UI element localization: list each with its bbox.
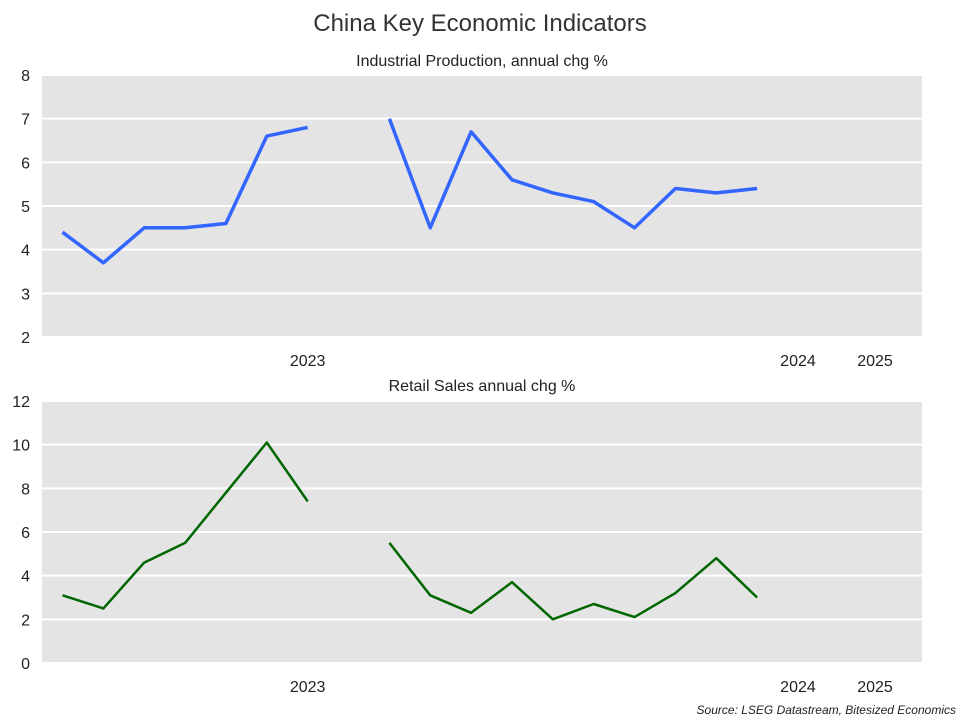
industrial-production-series — [61, 118, 758, 265]
y-tick-label: 4 — [21, 569, 30, 586]
y-tick-label: 3 — [21, 286, 30, 303]
y-tick-label: 0 — [21, 656, 30, 673]
retail-sales-title: Retail Sales annual chg % — [389, 378, 576, 395]
y-tick-label: 6 — [21, 525, 30, 542]
y-tick-label: 2 — [21, 330, 30, 347]
y-axis-tick-labels: 2 3 4 5 6 7 8 — [21, 68, 30, 347]
x-tick-label: 2023 — [290, 353, 326, 370]
x-tick-label: 2024 — [780, 679, 816, 696]
retail-sales-panel: Retail Sales annual chg % 0 2 4 6 8 10 12 2023… — [12, 378, 922, 696]
y-gridlines — [42, 74, 922, 338]
y-gridlines — [42, 400, 922, 664]
x-tick-label: 2023 — [290, 679, 326, 696]
y-tick-label: 6 — [21, 155, 30, 172]
chart-title: China Key Economic Indicators — [313, 10, 647, 37]
y-tick-label: 2 — [21, 612, 30, 629]
industrial-production-title: Industrial Production, annual chg % — [356, 53, 608, 70]
x-tick-label: 2024 — [780, 353, 816, 370]
x-tick-label: 2025 — [857, 679, 893, 696]
series-line-segment — [388, 542, 758, 621]
y-tick-label: 8 — [21, 481, 30, 498]
industrial-production-panel: Industrial Production, annual chg % 2 3 4 5… — [21, 53, 922, 370]
y-tick-label: 7 — [21, 112, 30, 129]
x-axis-tick-labels: 2023 2024 2025 — [290, 679, 893, 696]
series-line-segment — [61, 125, 309, 265]
y-tick-label: 12 — [12, 394, 30, 411]
series-line-segment — [387, 118, 758, 230]
y-tick-label: 8 — [21, 68, 30, 85]
y-tick-label: 5 — [21, 199, 30, 216]
y-tick-label: 10 — [12, 438, 30, 455]
x-axis-tick-labels: 2023 2024 2025 — [290, 353, 893, 370]
x-tick-label: 2025 — [857, 353, 893, 370]
y-tick-label: 4 — [21, 243, 30, 260]
source-note: Source: LSEG Datastream, Bitesized Econo… — [697, 703, 956, 717]
retail-sales-series — [62, 441, 758, 621]
y-axis-tick-labels: 0 2 4 6 8 10 12 — [12, 394, 30, 673]
series-line-segment — [62, 441, 309, 610]
